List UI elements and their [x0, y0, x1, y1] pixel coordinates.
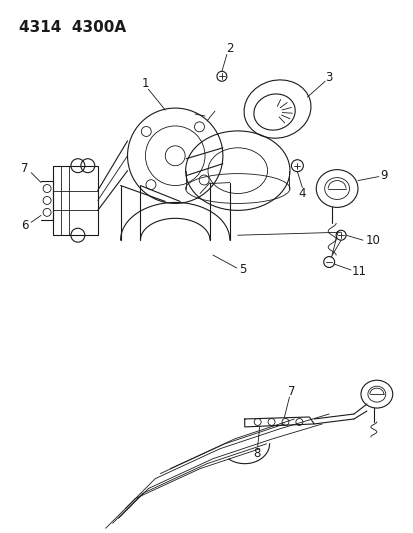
Text: 7: 7 — [21, 162, 29, 175]
Text: 8: 8 — [252, 447, 260, 460]
Text: 5: 5 — [238, 263, 246, 277]
Text: 3: 3 — [325, 71, 332, 84]
Text: 4: 4 — [298, 187, 305, 200]
Text: 6: 6 — [21, 219, 29, 232]
Text: 10: 10 — [365, 233, 380, 247]
Text: 9: 9 — [379, 169, 387, 182]
Text: 11: 11 — [351, 265, 366, 278]
Text: 7: 7 — [287, 385, 294, 398]
Text: 4314  4300A: 4314 4300A — [19, 20, 126, 35]
Text: 2: 2 — [225, 42, 233, 55]
Text: 1: 1 — [141, 77, 149, 90]
